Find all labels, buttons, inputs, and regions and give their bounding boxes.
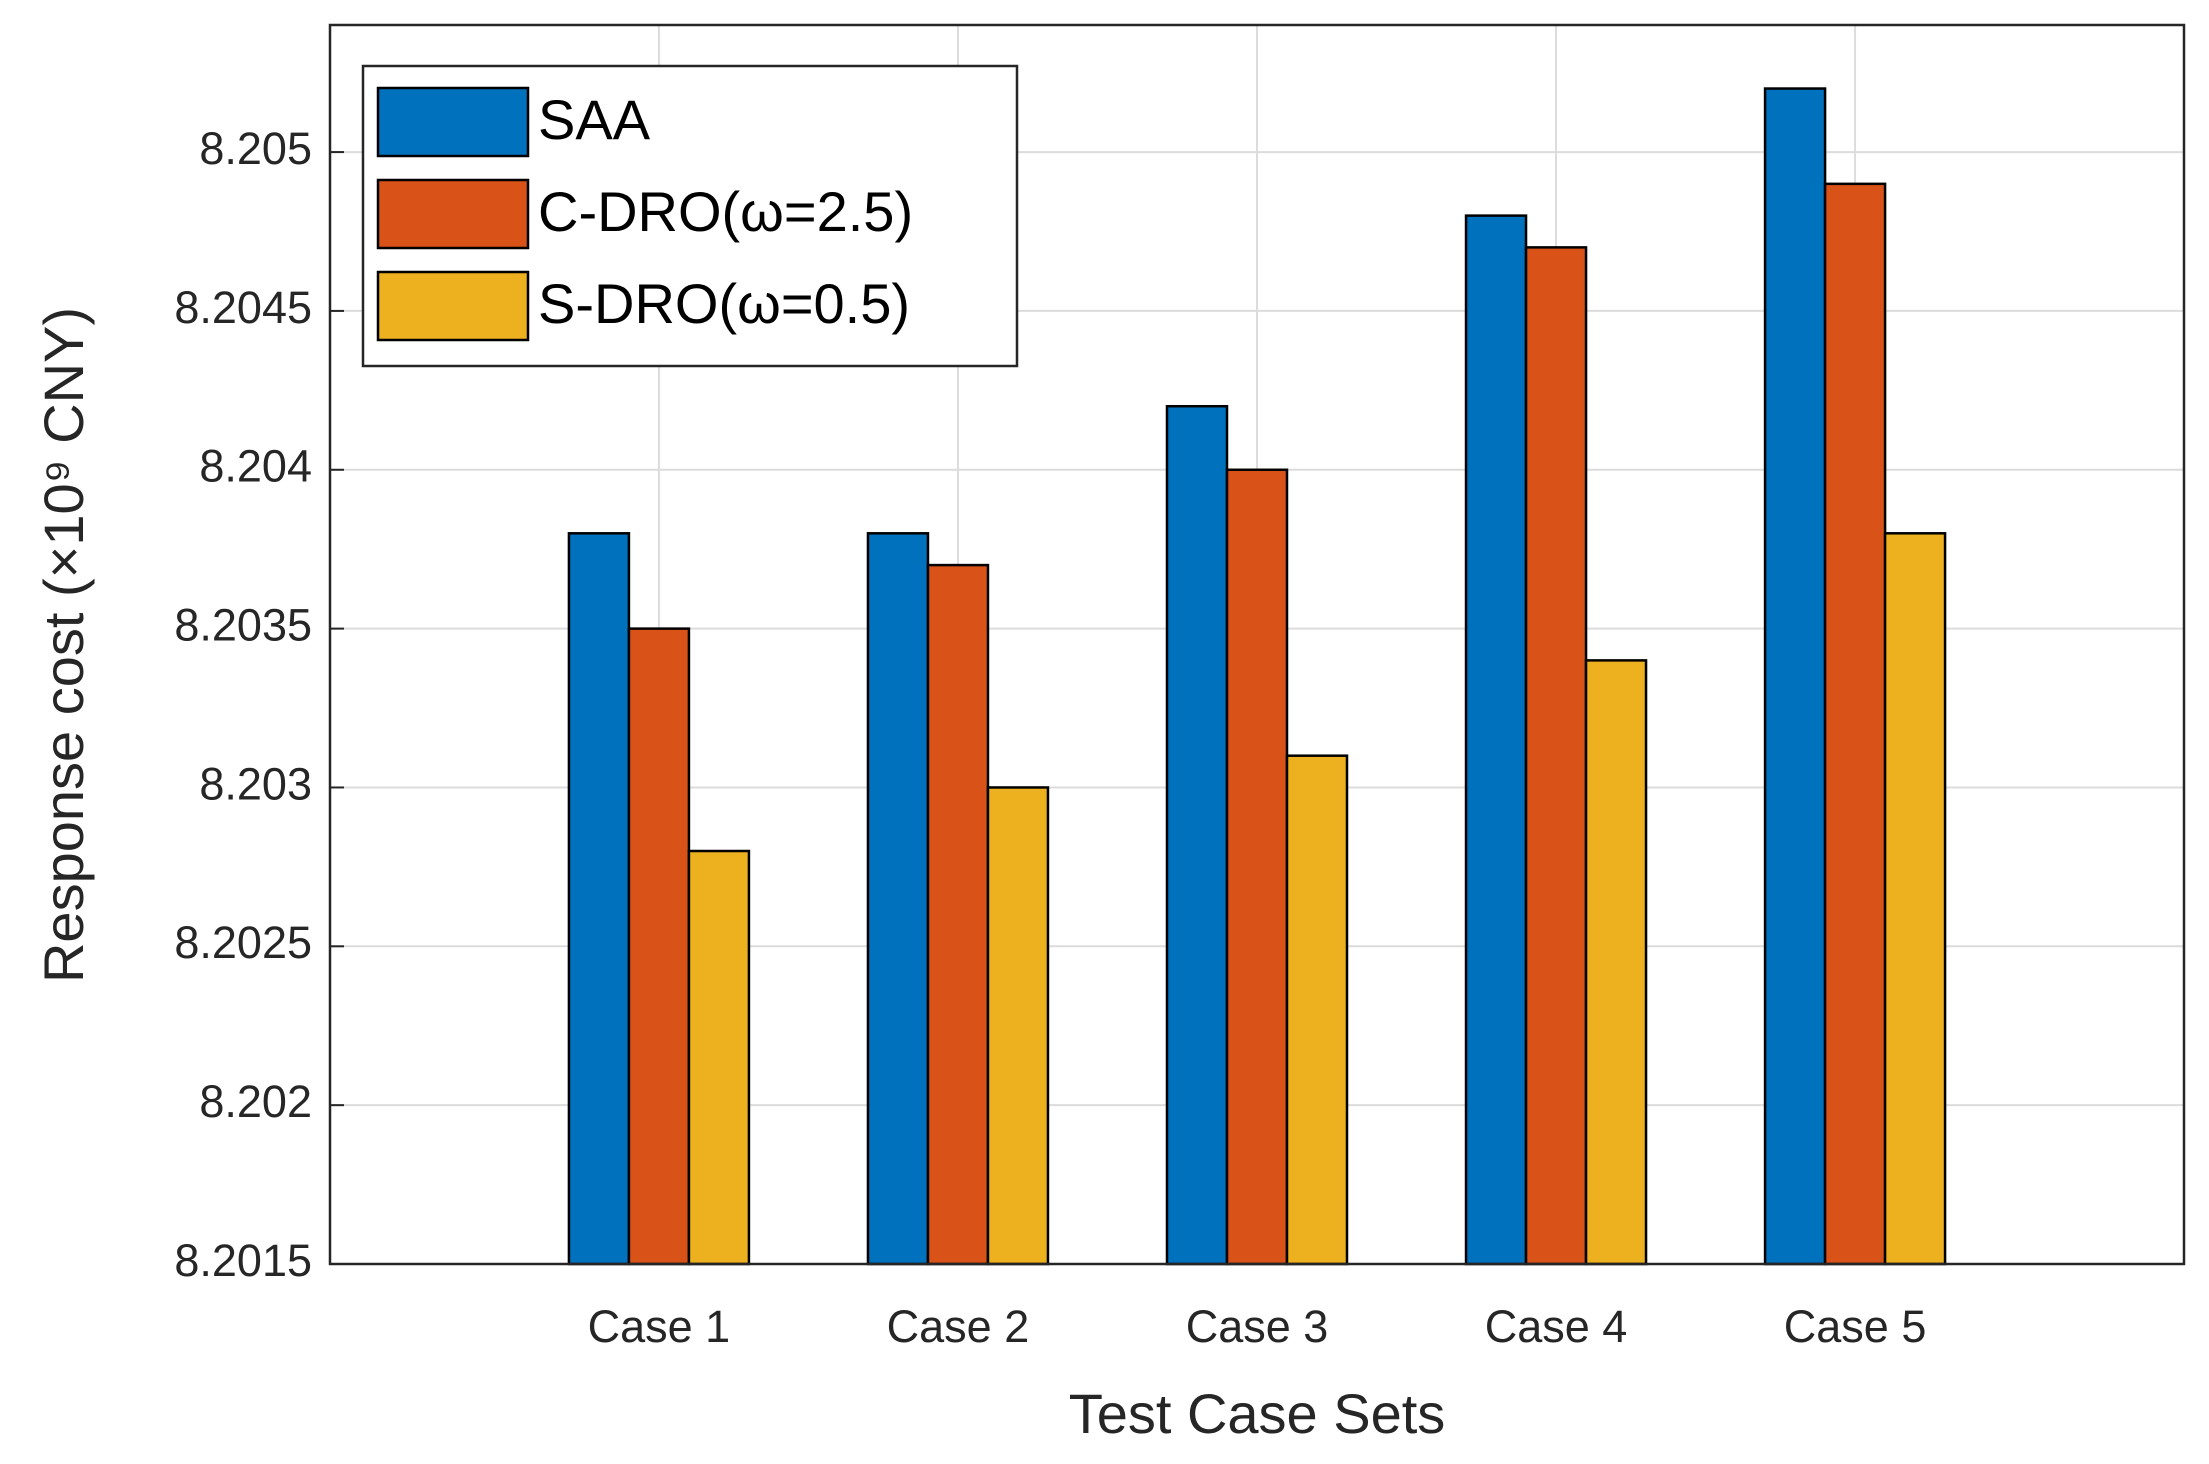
y-tick-label: 8.205 <box>199 123 312 174</box>
bar <box>1165 404 1229 1266</box>
legend-swatch <box>376 178 530 250</box>
legend-label: SAA <box>538 88 651 151</box>
x-tick-label: Case 4 <box>1485 1301 1628 1352</box>
x-axis-label: Test Case Sets <box>1069 1382 1446 1445</box>
bar <box>926 563 990 1266</box>
y-tick-label: 8.204 <box>199 441 312 492</box>
y-tick-label: 8.2045 <box>174 282 312 333</box>
y-tick-label: 8.2025 <box>174 917 312 968</box>
bar <box>986 786 1050 1266</box>
legend-label: S-DRO(ω=0.5) <box>538 272 910 335</box>
bar <box>1584 659 1648 1266</box>
bar <box>1763 87 1827 1266</box>
legend-swatch <box>376 86 530 158</box>
y-tick-label: 8.202 <box>199 1076 312 1127</box>
y-tick-label: 8.2015 <box>174 1235 312 1286</box>
x-tick-label: Case 3 <box>1186 1301 1329 1352</box>
bar <box>1464 214 1528 1266</box>
bar <box>687 849 751 1266</box>
y-tick-label: 8.2035 <box>174 600 312 651</box>
bar <box>1823 182 1887 1266</box>
legend-label: C-DRO(ω=2.5) <box>538 180 913 243</box>
x-tick-label: Case 1 <box>588 1301 731 1352</box>
bar <box>567 532 631 1266</box>
bar <box>627 627 691 1266</box>
legend-swatch <box>376 270 530 342</box>
x-tick-label: Case 2 <box>887 1301 1030 1352</box>
bar <box>866 532 930 1266</box>
y-axis-label: Response cost (×10⁹ CNY) <box>32 307 95 983</box>
bar <box>1225 468 1289 1266</box>
bar <box>1285 754 1349 1266</box>
y-tick-label: 8.203 <box>199 758 312 809</box>
bar <box>1883 532 1947 1266</box>
axes-box <box>328 23 2186 1266</box>
x-tick-label: Case 5 <box>1784 1301 1927 1352</box>
bar <box>1524 246 1588 1266</box>
